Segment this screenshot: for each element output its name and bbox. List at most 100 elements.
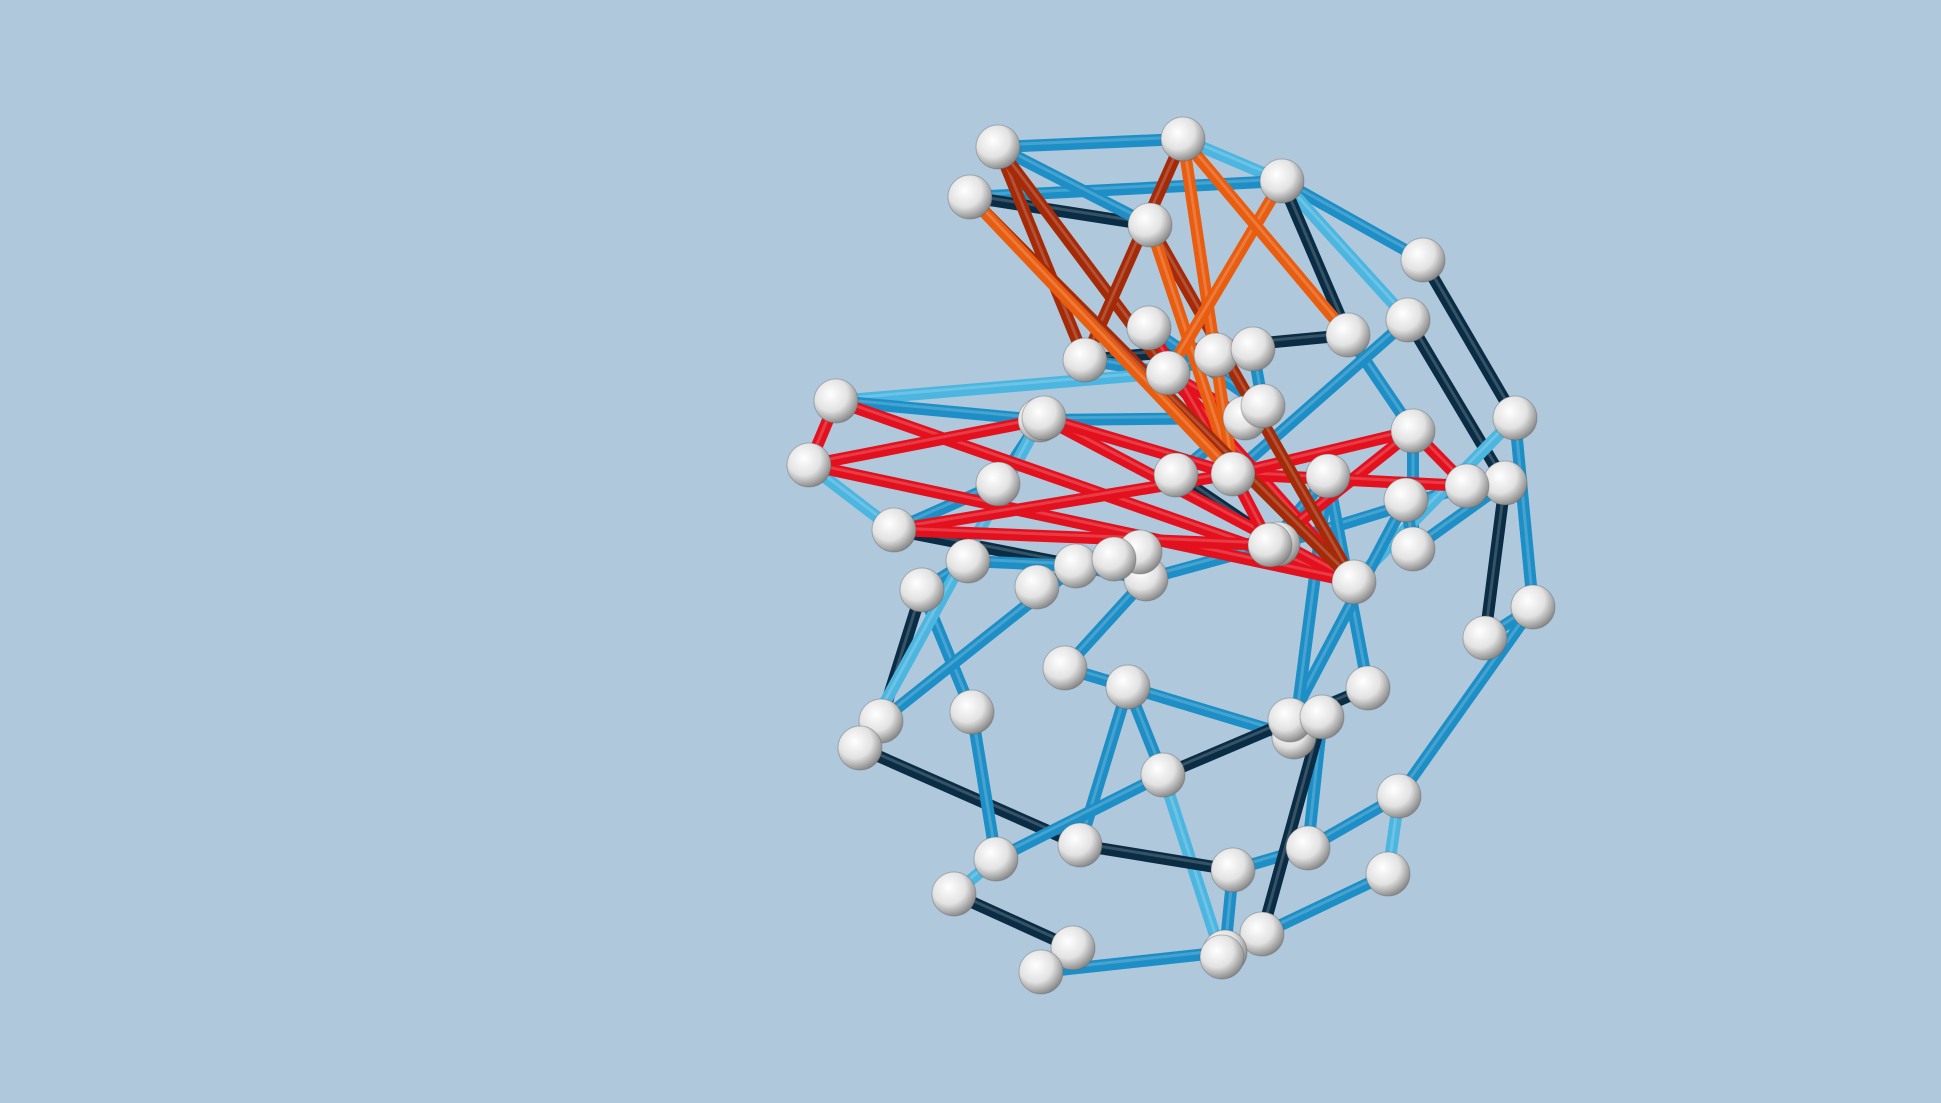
strut-highlight [1181, 135, 1350, 335]
vertex-ball [945, 538, 991, 584]
strut-blue_dark [964, 191, 1156, 231]
strut-highlight [834, 397, 1042, 420]
vertex-ball [1376, 773, 1422, 819]
vertex-ball [1259, 158, 1305, 204]
strut-blue [1393, 601, 1539, 802]
strut-red [1038, 412, 1360, 588]
vertex-ball [1210, 451, 1256, 497]
vertex-ball [1390, 408, 1436, 454]
strut-highlight [1260, 870, 1390, 934]
vertex-ball [1383, 477, 1429, 523]
strut-highlight [1288, 496, 1408, 720]
vertex-ball [1018, 949, 1064, 995]
strut-blue_dark [1256, 711, 1328, 940]
vertex-ball [1385, 297, 1431, 343]
nodes-layer [786, 116, 1556, 995]
strut-red [803, 414, 1046, 471]
strut-red [1227, 425, 1419, 480]
strut-orange [1162, 175, 1288, 379]
strut-blue [1509, 412, 1539, 613]
strut-highlight [1260, 713, 1324, 934]
strut-highlight [1406, 316, 1507, 483]
vertex-ball [1325, 312, 1371, 358]
strut-highlight [996, 143, 1087, 360]
strut-red [888, 524, 1276, 551]
vertex-ball [975, 124, 1021, 170]
vertex-ball [1400, 237, 1446, 283]
vertex-ball [1126, 305, 1172, 351]
vertex-ball [1091, 536, 1137, 582]
strut-blue [992, 133, 1189, 153]
strut-highlight [996, 135, 1185, 147]
strut-highlight [1042, 414, 1235, 474]
strut-blue_dark [1417, 254, 1521, 424]
vertex-ball [1365, 851, 1411, 897]
strut-highlight [1280, 177, 1350, 335]
vertex-ball [1153, 452, 1199, 498]
strut-blue [1227, 314, 1414, 480]
strut-highlight [807, 416, 1042, 465]
vertex-ball [871, 507, 917, 553]
vertex-ball [931, 871, 977, 917]
strut-highlight [1280, 177, 1425, 260]
vertex-ball [899, 567, 945, 613]
vertex-ball [1444, 463, 1490, 509]
strut-highlight [1483, 479, 1507, 638]
vertex-ball [1057, 822, 1103, 868]
strut-highlight [1078, 841, 1235, 870]
strut-blue [1276, 175, 1429, 266]
strut-blue [830, 395, 1046, 426]
vertex-ball [1482, 460, 1528, 506]
vertex-ball [1050, 925, 1096, 971]
strut-orange_dark [992, 141, 1091, 366]
strut-blue_light [1276, 175, 1414, 326]
vertex-ball [1062, 337, 1108, 383]
vertex-ball [813, 378, 859, 424]
strut-orange [964, 191, 1239, 480]
vertex-ball [1299, 694, 1345, 740]
vertex-ball [1492, 395, 1538, 441]
vertex-ball [1127, 202, 1173, 248]
vertex-ball [837, 725, 883, 771]
strut-blue_dark [1479, 477, 1511, 644]
strut-highlight [994, 771, 1165, 859]
vertex-ball [1053, 543, 1099, 589]
strut-blue_dark [1402, 314, 1511, 489]
vertex-ball [1240, 383, 1286, 429]
vertex-ball [1305, 453, 1351, 499]
vertex-ball [1145, 350, 1191, 396]
strut-highlight [1397, 603, 1535, 796]
strut-highlight [858, 744, 1082, 845]
strut-highlight [1280, 177, 1410, 320]
vertex-ball [1210, 847, 1256, 893]
strut-highlight [968, 193, 1235, 474]
strut-highlight [970, 708, 998, 859]
strut-blue [992, 141, 1156, 231]
strut-highlight [1513, 414, 1535, 607]
vertex-ball [1462, 615, 1508, 661]
vertex-ball [1390, 526, 1436, 572]
vertex-ball [1239, 911, 1285, 957]
strut-blue_dark [1074, 839, 1239, 876]
strut-orange [1144, 219, 1239, 480]
strut-blue [1284, 494, 1412, 726]
strut-highlight [1231, 427, 1415, 474]
vertex-ball [1160, 116, 1206, 162]
strut-blue_dark [1276, 175, 1354, 341]
vertex-ball [1331, 559, 1377, 605]
strut-highlight [968, 193, 1152, 225]
strut-blue [966, 706, 1002, 865]
strut-red [1038, 412, 1239, 480]
vertex-ball [1199, 934, 1245, 980]
vertex-ball [1140, 752, 1186, 798]
strut-red [1227, 468, 1473, 492]
vertex-ball [1510, 584, 1556, 630]
strut-highlight [1421, 256, 1517, 418]
vertex-ball [1105, 664, 1151, 710]
strut-blue [990, 769, 1169, 865]
vertex-ball [1247, 522, 1293, 568]
vertex-ball [1042, 645, 1088, 691]
strut-highlight [1231, 470, 1469, 486]
